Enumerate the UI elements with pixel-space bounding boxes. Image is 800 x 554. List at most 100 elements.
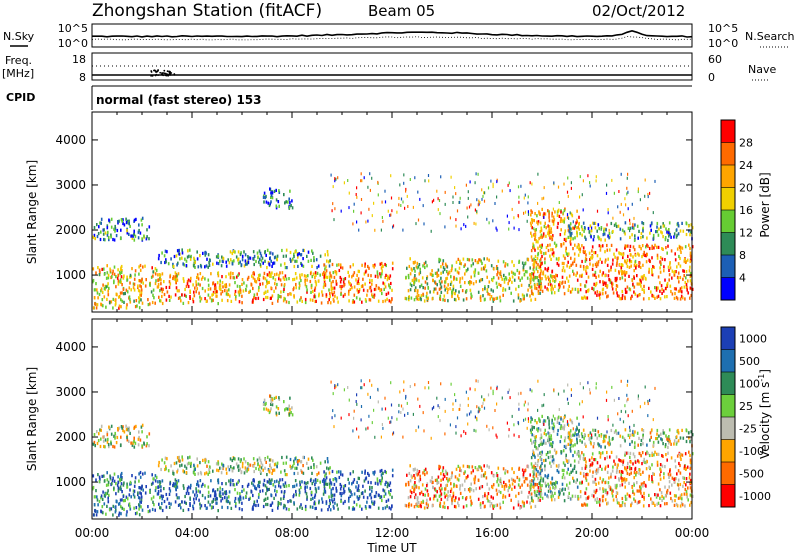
- scatter-cell: [225, 264, 228, 268]
- scatter-cell: [373, 472, 375, 476]
- scatter-cell: [558, 286, 561, 290]
- scatter-cell: [532, 474, 535, 479]
- scatter-cell: [347, 477, 349, 481]
- scatter-cell: [218, 285, 221, 289]
- scatter-cell: [504, 471, 506, 475]
- scatter-cell: [138, 507, 140, 511]
- scatter-cell: [449, 282, 452, 286]
- scatter-cell: [435, 287, 437, 291]
- scatter-cell: [288, 300, 290, 305]
- scatter-cell: [330, 481, 332, 485]
- scatter-cell: [288, 205, 291, 209]
- scatter-cell: [117, 220, 119, 224]
- scatter-cell: [651, 463, 653, 467]
- scatter-cell: [471, 501, 473, 505]
- scatter-cell: [207, 500, 210, 504]
- scatter-cell: [424, 260, 427, 264]
- scatter-cell: [334, 477, 336, 481]
- freq-left-tick-top: 18: [72, 53, 86, 66]
- scatter-cell: [304, 490, 307, 494]
- scatter-cell: [621, 479, 623, 483]
- scatter-cell: [298, 459, 300, 463]
- scatter-cell: [352, 470, 354, 474]
- scatter-cell: [379, 469, 382, 473]
- scatter-cell: [284, 408, 286, 412]
- scatter-cell: [531, 479, 533, 483]
- scatter-cell: [655, 288, 658, 292]
- scatter-cell: [252, 298, 254, 302]
- colorbar-tick-label: 20: [739, 182, 753, 195]
- scatter-cell: [160, 485, 162, 489]
- scatter-cell: [490, 495, 493, 499]
- scatter-cell: [556, 432, 559, 436]
- scatter-cell: [446, 472, 449, 476]
- scatter-cell: [269, 479, 272, 483]
- scatter-cell: [245, 287, 247, 292]
- scatter-cell: [117, 489, 120, 493]
- scatter-cell: [172, 276, 174, 281]
- scatter-cell: [322, 285, 325, 289]
- scatter-cell: [118, 295, 120, 299]
- scatter-cell: [531, 291, 533, 296]
- scatter-cell: [175, 286, 178, 290]
- scatter-cell: [475, 487, 477, 491]
- scatter-cell: [129, 482, 131, 486]
- scatter-cell: [473, 221, 475, 225]
- scatter-cell: [221, 497, 224, 501]
- scatter-cell: [168, 505, 171, 509]
- scatter-cell: [178, 459, 181, 463]
- scatter-cell: [441, 469, 444, 473]
- scatter-cell: [116, 483, 119, 487]
- scatter-cell: [157, 485, 160, 489]
- scatter-cell: [443, 501, 446, 505]
- scatter-cell: [151, 507, 154, 512]
- scatter-cell: [439, 294, 442, 298]
- scatter-cell: [648, 453, 651, 458]
- scatter-cell: [603, 229, 605, 233]
- scatter-cell: [101, 298, 104, 302]
- scatter-cell: [571, 287, 574, 291]
- scatter-cell: [595, 281, 598, 285]
- scatter-cell: [574, 287, 577, 291]
- scatter-cell: [377, 286, 380, 290]
- scatter-cell: [664, 295, 666, 299]
- scatter-cell: [272, 459, 274, 463]
- nave-point: [162, 74, 165, 77]
- scatter-cell: [380, 482, 382, 486]
- scatter-cell: [382, 488, 384, 492]
- scatter-cell: [112, 504, 115, 508]
- scatter-cell: [178, 252, 181, 256]
- scatter-cell: [402, 228, 404, 232]
- scatter-cell: [335, 177, 337, 181]
- scatter-cell: [562, 211, 564, 215]
- scatter-cell: [114, 227, 117, 231]
- scatter-cell: [380, 495, 383, 499]
- scatter-cell: [219, 279, 221, 283]
- scatter-cell: [275, 198, 278, 202]
- scatter-cell: [264, 484, 267, 488]
- scatter-cell: [398, 196, 400, 200]
- scatter-cell: [644, 460, 646, 464]
- scatter-cell: [332, 280, 334, 284]
- scatter-cell: [448, 478, 451, 482]
- scatter-cell: [137, 284, 139, 288]
- scatter-cell: [328, 505, 330, 509]
- colorbar-tick-label: 12: [739, 227, 753, 240]
- scatter-cell: [106, 226, 109, 230]
- scatter-cell: [349, 265, 352, 269]
- scatter-cell: [647, 195, 649, 199]
- scatter-cell: [217, 271, 220, 275]
- scatter-cell: [160, 467, 162, 472]
- scatter-cell: [523, 211, 525, 215]
- scatter-cell: [523, 196, 525, 200]
- scatter-cell: [643, 288, 645, 292]
- scatter-cell: [189, 257, 192, 261]
- scatter-cell: [496, 472, 498, 476]
- scatter-cell: [285, 300, 288, 304]
- scatter-cell: [107, 289, 109, 293]
- scatter-cell: [581, 228, 584, 232]
- scatter-cell: [577, 290, 580, 294]
- scatter-cell: [618, 263, 621, 267]
- scatter-cell: [477, 172, 479, 176]
- scatter-cell: [284, 473, 287, 477]
